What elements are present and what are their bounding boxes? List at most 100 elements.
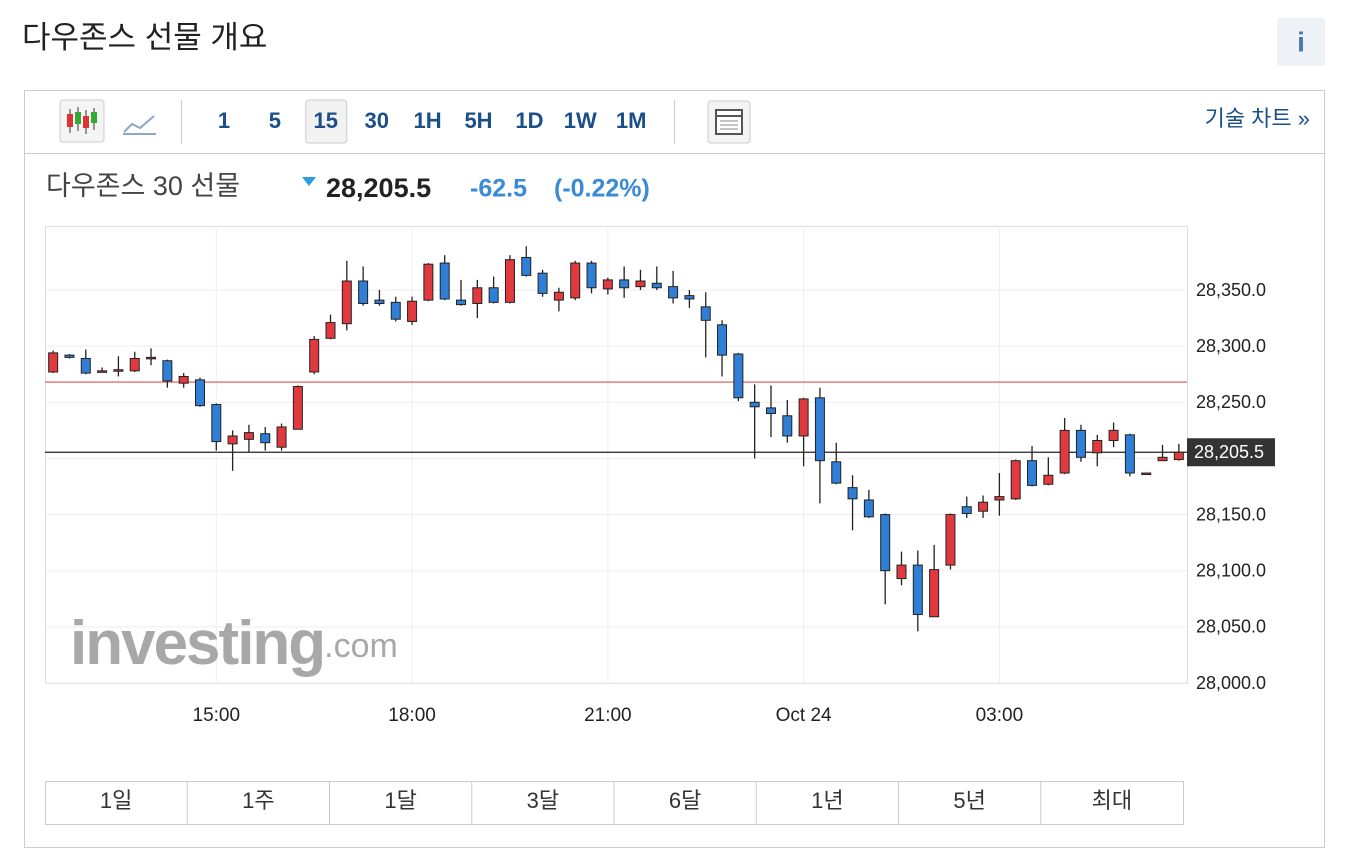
candle-body — [733, 353, 744, 399]
candle-body — [1108, 429, 1119, 441]
candle-body — [260, 433, 271, 444]
last-price: 28,205.5 — [326, 173, 431, 203]
y-tick-label: 28,100.0 — [1196, 560, 1266, 580]
interval-button[interactable]: 30 — [364, 108, 388, 133]
candle-body — [504, 259, 515, 303]
range-button[interactable]: 최대 — [1092, 788, 1132, 813]
candle-body — [439, 262, 450, 300]
candle-body — [651, 282, 662, 289]
candle-type-icon[interactable] — [59, 99, 105, 143]
info-icon[interactable]: i — [1297, 26, 1305, 57]
candle-body — [1010, 460, 1021, 500]
candle-body — [1141, 472, 1152, 476]
x-tick-label: 18:00 — [388, 705, 436, 726]
candle-body — [113, 369, 124, 372]
range-button[interactable]: 1년 — [811, 788, 843, 813]
range-button[interactable]: 6달 — [669, 788, 701, 813]
candle-body — [97, 370, 108, 373]
candle-body — [570, 262, 581, 299]
candle-body — [880, 514, 891, 572]
y-tick-label: 28,000.0 — [1196, 673, 1266, 693]
candle-body — [456, 299, 467, 306]
price-change-percent: (-0.22%) — [554, 175, 650, 203]
candle-body — [537, 272, 548, 294]
candle-body — [521, 256, 532, 276]
y-tick-label: 28,050.0 — [1196, 617, 1266, 637]
info-button[interactable] — [1277, 18, 1325, 66]
instrument-name: 다우존스 30 선물 — [46, 171, 240, 201]
candle-body — [945, 514, 956, 566]
plot-area — [45, 226, 1188, 684]
technical-chart-link[interactable]: 기술 차트 » — [1205, 106, 1310, 131]
candle-body — [635, 280, 646, 288]
candle-body — [814, 397, 825, 462]
grid: 28,000.0 28,050.0 28,100.0 28,150.0 28,250.0… — [45, 226, 1266, 726]
candle-body — [80, 357, 91, 374]
price-change: -62.5 — [470, 175, 527, 203]
candle-body — [48, 352, 59, 373]
layout-icon[interactable] — [707, 100, 751, 144]
candle-body — [994, 496, 1005, 501]
candle-body — [782, 415, 793, 437]
candle-body — [390, 301, 401, 320]
candle-body — [668, 286, 679, 299]
candle-body — [472, 287, 483, 304]
interval-button[interactable]: 1D — [515, 108, 543, 133]
candle-body — [765, 407, 776, 415]
candles — [48, 246, 1184, 632]
range-button[interactable]: 1주 — [242, 788, 274, 813]
candle-body — [717, 324, 728, 356]
candle-body — [407, 300, 418, 322]
candle-body — [1092, 439, 1103, 454]
candle-body — [602, 279, 613, 290]
candle-body — [341, 280, 352, 325]
interval-button[interactable]: 15 — [314, 108, 338, 133]
instrument-icon — [302, 177, 316, 186]
interval-button[interactable]: 1M — [616, 108, 647, 133]
candle-body — [684, 295, 695, 300]
candle-body — [423, 263, 434, 301]
candle-body — [961, 506, 972, 514]
candle-body — [1059, 429, 1070, 474]
last-price-tag — [1187, 438, 1275, 467]
candle-body — [488, 287, 499, 303]
interval-button[interactable]: 1H — [414, 108, 442, 133]
candle-body — [162, 360, 173, 382]
x-tick-label: 15:00 — [193, 705, 241, 726]
candle-body — [243, 432, 254, 440]
candle-body — [1027, 460, 1038, 486]
candle-body — [749, 401, 760, 408]
candle-body — [227, 435, 238, 445]
interval-button[interactable]: 1W — [564, 108, 597, 133]
watermark-suffix: .com — [324, 627, 398, 665]
interval-button[interactable]: 5H — [464, 108, 492, 133]
y-tick-label: 28,350.0 — [1196, 280, 1266, 300]
x-tick-label: 21:00 — [584, 705, 632, 726]
selected-interval-box[interactable] — [305, 99, 348, 144]
y-tick-label: 28,300.0 — [1196, 336, 1266, 356]
interval-button[interactable]: 5 — [269, 108, 281, 133]
candle-body — [863, 499, 874, 518]
candle-body — [178, 375, 189, 384]
candle-body — [325, 322, 336, 339]
line-type-icon[interactable] — [123, 115, 156, 135]
candle-body — [929, 569, 940, 618]
candle-body — [358, 280, 369, 304]
candle-body — [586, 262, 597, 289]
candle-body — [896, 564, 907, 580]
range-button[interactable]: 1일 — [100, 788, 132, 813]
candle-body — [292, 386, 303, 430]
candle-body — [1124, 434, 1135, 474]
x-tick-label: Oct 24 — [776, 705, 832, 726]
candle-body — [1173, 451, 1184, 461]
range-button[interactable]: 3달 — [527, 788, 559, 813]
range-button[interactable]: 5년 — [953, 788, 985, 813]
interval-button[interactable]: 1 — [218, 108, 230, 133]
watermark: investing.com — [70, 609, 398, 678]
candle-body — [146, 356, 157, 360]
range-button[interactable]: 1달 — [384, 788, 416, 813]
candle-body — [831, 461, 842, 484]
